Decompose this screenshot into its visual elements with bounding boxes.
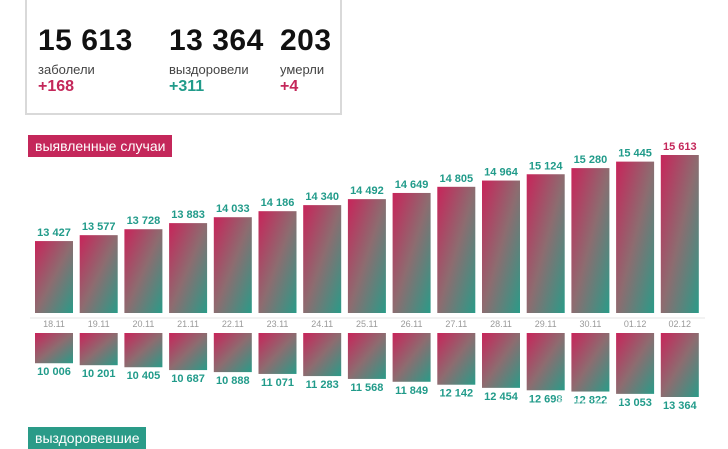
stat-infected: 15 613 заболели +168 — [38, 24, 133, 96]
stat-recovered: 13 364 выздоровели +311 — [169, 24, 264, 96]
recovered-value-label: 12 822 — [574, 395, 608, 407]
recovered-value-label: 10 006 — [37, 366, 71, 378]
recovered-value-label: 13 053 — [618, 397, 652, 409]
date-tick-label: 20.11 — [132, 319, 154, 329]
detected-value-label: 14 492 — [350, 185, 384, 197]
detected-bar — [258, 211, 297, 313]
recovered-value-label: 10 888 — [216, 375, 250, 387]
recovered-value-label: 11 849 — [395, 385, 428, 397]
detected-value-label: 14 033 — [216, 203, 250, 215]
recovered-bar — [526, 333, 565, 391]
detected-bar — [124, 229, 163, 313]
detected-value-label: 15 124 — [529, 160, 564, 172]
date-tick-label: 01.12 — [624, 319, 647, 329]
recovered-value-label: 11 071 — [261, 377, 294, 389]
detected-bar — [616, 161, 655, 313]
detected-cases-tag: выявленные случаи — [28, 135, 173, 157]
detected-value-label: 13 427 — [37, 227, 71, 239]
detected-bar — [169, 223, 208, 313]
detected-bar — [303, 205, 342, 313]
detected-bar — [79, 235, 118, 313]
detected-bar — [526, 174, 565, 313]
detected-value-label: 13 883 — [171, 209, 205, 221]
date-tick-label: 22.11 — [222, 319, 244, 329]
recovered-bar — [347, 333, 386, 379]
detected-value-label: 15 613 — [663, 141, 697, 153]
detected-value-label: 15 445 — [618, 148, 652, 160]
recovered-value-label: 12 142 — [439, 388, 473, 400]
stats-panel: 15 613 заболели +168 13 364 выздоровели … — [25, 0, 342, 115]
recovered-bar — [660, 333, 699, 397]
date-tick-label: 25.11 — [356, 319, 378, 329]
recovered-value-label: 12 698 — [529, 393, 563, 405]
recovered-delta: +311 — [169, 78, 205, 95]
date-tick-label: 27.11 — [445, 319, 467, 329]
died-count: 203 — [280, 24, 332, 57]
recovered-bar — [79, 333, 118, 366]
recovered-bar — [437, 333, 476, 385]
detected-bar — [35, 241, 73, 313]
detected-bar — [347, 199, 386, 313]
detected-bar — [660, 155, 699, 313]
date-tick-label: 26.11 — [401, 319, 423, 329]
recovered-value-label: 11 283 — [306, 379, 339, 391]
died-delta: +4 — [280, 78, 299, 95]
recovered-value-label: 13 364 — [663, 400, 698, 412]
date-tick-label: 30.11 — [579, 319, 601, 329]
recovered-value-label: 10 687 — [171, 373, 205, 385]
detected-bar — [213, 217, 252, 313]
recovered-count: 13 364 — [169, 24, 264, 57]
detected-value-label: 14 186 — [261, 197, 295, 209]
recovered-bar — [482, 333, 520, 388]
recovered-label: выздоровели — [169, 62, 249, 77]
stat-died: 203 умерли +4 — [280, 24, 332, 96]
infected-label: заболели — [38, 62, 95, 77]
date-tick-label: 19.11 — [88, 319, 110, 329]
date-tick-label: 18.11 — [43, 319, 65, 329]
detected-bar — [482, 180, 520, 313]
detected-value-label: 14 340 — [305, 191, 339, 203]
recovered-bar — [571, 333, 610, 392]
infected-count: 15 613 — [38, 24, 133, 57]
date-tick-label: 24.11 — [311, 319, 333, 329]
date-tick-label: 23.11 — [267, 319, 289, 329]
recovered-bar — [124, 333, 163, 368]
recovered-bar — [258, 333, 297, 374]
detected-bar — [437, 186, 476, 313]
detected-value-label: 14 805 — [439, 173, 473, 185]
recovered-bar — [213, 333, 252, 373]
detected-value-label: 15 280 — [574, 154, 608, 166]
recovered-bar — [169, 333, 208, 371]
date-tick-label: 21.11 — [177, 319, 199, 329]
recovered-value-label: 11 568 — [350, 382, 383, 394]
date-tick-label: 29.11 — [535, 319, 557, 329]
detected-value-label: 13 728 — [127, 215, 161, 227]
died-label: умерли — [280, 62, 325, 77]
detected-value-label: 14 649 — [395, 179, 429, 191]
detected-value-label: 14 964 — [484, 167, 519, 179]
date-tick-label: 02.12 — [669, 319, 692, 329]
infected-delta: +168 — [38, 78, 75, 95]
recovered-bar — [616, 333, 655, 394]
recovered-bar — [303, 333, 342, 377]
recovered-value-label: 10 201 — [82, 368, 116, 380]
date-tick-label: 28.11 — [490, 319, 512, 329]
detected-bar — [571, 168, 610, 313]
detected-value-label: 13 577 — [82, 221, 116, 233]
recovered-value-label: 10 405 — [127, 370, 161, 382]
recovered-bar — [35, 333, 73, 364]
detected-bar — [392, 192, 431, 313]
recovered-value-label: 12 454 — [484, 391, 519, 403]
watermark-logo: Курские — [555, 392, 622, 413]
recovered-tag: выздоровевшие — [28, 427, 147, 449]
recovered-bar — [392, 333, 431, 382]
